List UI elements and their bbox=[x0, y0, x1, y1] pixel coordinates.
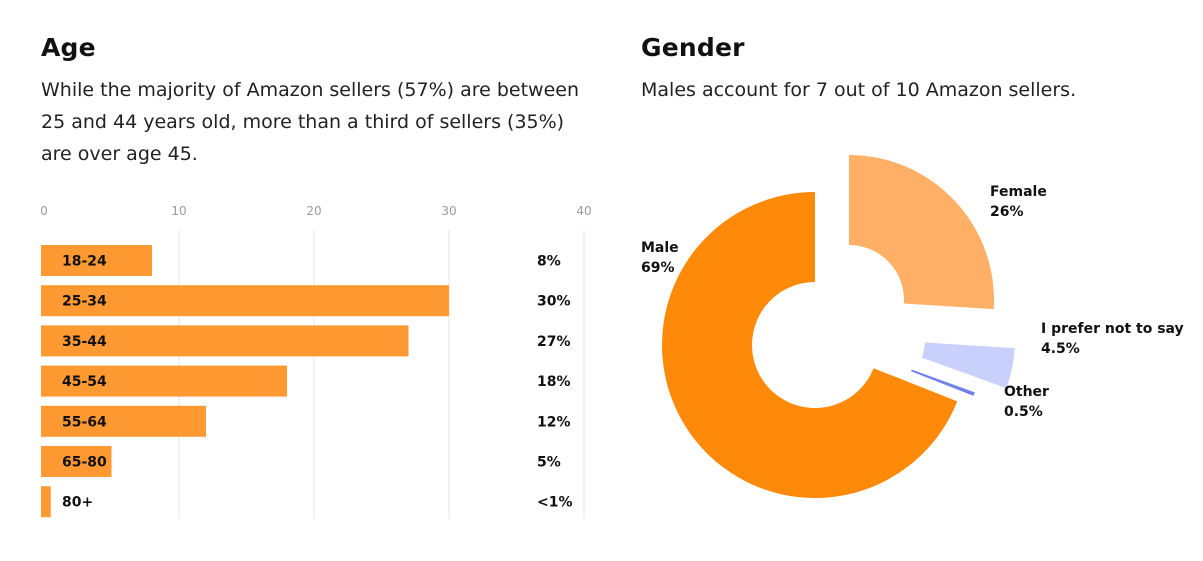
slice-name-label: Female bbox=[990, 184, 1047, 200]
slice-name-label: I prefer not to say bbox=[1041, 321, 1184, 337]
bar-value-label: 12% bbox=[537, 414, 571, 430]
x-tick-label: 10 bbox=[171, 204, 186, 218]
age-panel: Age While the majority of Amazon sellers… bbox=[40, 33, 592, 519]
bar-80+ bbox=[41, 486, 51, 518]
slice-value-label: 4.5% bbox=[1041, 341, 1080, 357]
x-tick-label: 20 bbox=[306, 204, 321, 218]
bar-35-44 bbox=[41, 325, 409, 357]
slice-female bbox=[849, 155, 994, 310]
bar-category-label: 35-44 bbox=[62, 334, 107, 350]
age-title: Age bbox=[41, 33, 96, 62]
slice-i-prefer-not-to-say bbox=[921, 342, 1015, 389]
bar-value-label: 8% bbox=[537, 254, 561, 270]
bar-45-54 bbox=[41, 365, 287, 397]
slice-name-label: Other bbox=[1004, 384, 1049, 400]
slice-name-label: Male bbox=[641, 240, 679, 256]
bar-category-label: 25-34 bbox=[62, 294, 107, 310]
age-bar-chart: 0 10 20 30 40 18-24 8% 25-34 30% 35-44 27% 45-54 18%… bbox=[40, 204, 592, 519]
bar-value-label: <1% bbox=[537, 495, 573, 511]
slice-value-label: 26% bbox=[990, 204, 1024, 220]
bar-category-label: 65-80 bbox=[62, 455, 107, 471]
slice-value-label: 69% bbox=[641, 260, 675, 276]
bar-category-label: 55-64 bbox=[62, 414, 107, 430]
bar-value-label: 30% bbox=[537, 294, 571, 310]
bar-65-80 bbox=[41, 446, 112, 477]
gender-donut-chart: Female 26% I prefer not to say 4.5% Other 0.5… bbox=[641, 155, 1184, 498]
slice-other bbox=[911, 369, 975, 396]
age-description: While the majority of Amazon sellers (57… bbox=[41, 79, 580, 165]
slice-value-label: 0.5% bbox=[1004, 404, 1043, 420]
bar-55-64 bbox=[41, 405, 206, 437]
bar-value-label: 27% bbox=[537, 334, 571, 350]
x-tick-label: 40 bbox=[576, 204, 591, 218]
x-tick-label: 30 bbox=[441, 204, 456, 218]
x-tick-label: 0 bbox=[40, 204, 48, 218]
slice-male bbox=[662, 192, 958, 498]
gender-panel: Gender Males account for 7 out of 10 Ama… bbox=[620, 0, 1203, 561]
bar-category-label: 80+ bbox=[62, 495, 93, 511]
bar-25-34 bbox=[41, 285, 449, 317]
bar-value-label: 18% bbox=[537, 374, 571, 390]
bar-category-label: 45-54 bbox=[62, 374, 107, 390]
gender-description: Males account for 7 out of 10 Amazon sel… bbox=[641, 79, 1077, 101]
bar-value-label: 5% bbox=[537, 455, 561, 471]
gender-title: Gender bbox=[641, 33, 745, 62]
bar-18-24 bbox=[41, 245, 152, 276]
bar-category-label: 18-24 bbox=[62, 254, 107, 270]
